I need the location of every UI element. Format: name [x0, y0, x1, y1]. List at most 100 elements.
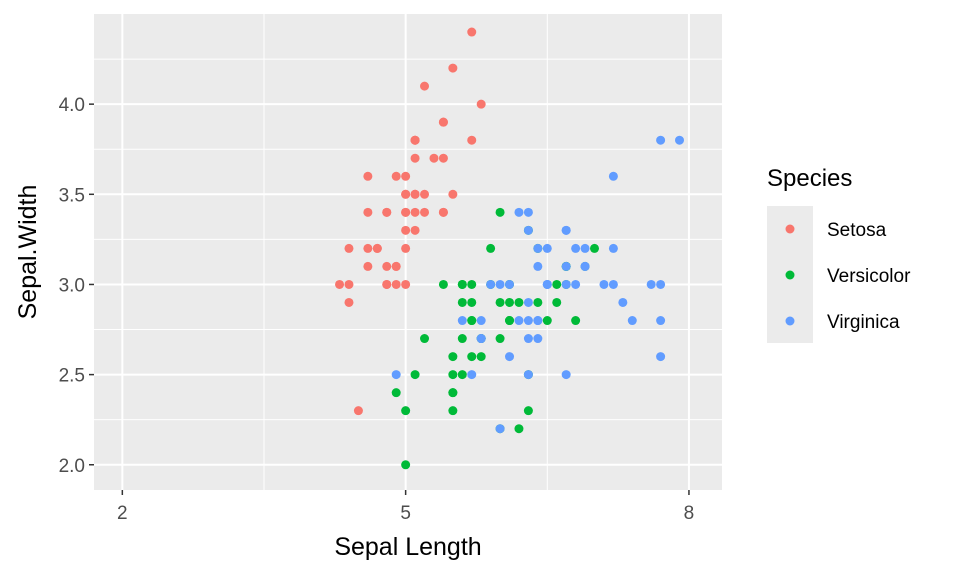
data-points	[335, 27, 685, 470]
legend-key-setosa	[785, 224, 795, 234]
data-point-virginica	[533, 261, 543, 271]
y-tick-label: 2.5	[59, 366, 85, 387]
data-point-versicolor	[495, 334, 505, 344]
data-point-virginica	[656, 135, 666, 145]
data-point-virginica	[514, 207, 524, 217]
legend: Species Setosa Versicolor Virginica	[767, 165, 911, 343]
data-point-setosa	[429, 153, 439, 163]
data-point-versicolor	[571, 316, 581, 326]
legend-key-virginica	[785, 316, 795, 326]
data-point-virginica	[580, 261, 590, 271]
y-axis-ticks: 2.0 2.5 3.0 3.5 4.0	[59, 95, 94, 477]
data-point-setosa	[401, 171, 411, 181]
data-point-versicolor	[438, 279, 448, 289]
data-point-setosa	[391, 261, 401, 271]
data-point-setosa	[363, 243, 373, 253]
data-point-versicolor	[533, 297, 543, 307]
data-point-setosa	[391, 279, 401, 289]
x-tick-label: 5	[400, 503, 411, 524]
data-point-versicolor	[401, 406, 411, 416]
data-point-virginica	[580, 243, 590, 253]
legend-label-setosa: Setosa	[827, 220, 887, 241]
data-point-setosa	[363, 171, 373, 181]
data-point-versicolor	[457, 297, 467, 307]
data-point-setosa	[382, 207, 392, 217]
data-point-versicolor	[514, 297, 524, 307]
data-point-setosa	[438, 153, 448, 163]
data-point-virginica	[476, 316, 486, 326]
data-point-virginica	[561, 370, 571, 380]
data-point-virginica	[618, 297, 628, 307]
data-point-setosa	[410, 189, 420, 199]
data-point-virginica	[523, 370, 533, 380]
data-point-setosa	[410, 135, 420, 145]
data-point-virginica	[523, 316, 533, 326]
data-point-setosa	[391, 171, 401, 181]
data-point-versicolor	[448, 352, 458, 362]
data-point-virginica	[533, 316, 543, 326]
data-point-virginica	[599, 279, 609, 289]
data-point-versicolor	[448, 388, 458, 398]
data-point-versicolor	[476, 352, 486, 362]
data-point-versicolor	[523, 406, 533, 416]
y-tick-label: 3.0	[59, 275, 85, 296]
data-point-setosa	[401, 225, 411, 235]
data-point-versicolor	[420, 334, 430, 344]
data-point-setosa	[467, 27, 477, 37]
y-tick-label: 3.5	[59, 185, 85, 206]
legend-label-versicolor: Versicolor	[827, 266, 911, 287]
data-point-versicolor	[467, 352, 477, 362]
data-point-versicolor	[448, 406, 458, 416]
legend-label-virginica: Virginica	[827, 312, 900, 333]
data-point-versicolor	[505, 316, 515, 326]
data-point-virginica	[646, 279, 656, 289]
x-axis-ticks: 2 5 8	[117, 490, 694, 524]
data-point-virginica	[561, 279, 571, 289]
data-point-versicolor	[495, 297, 505, 307]
data-point-virginica	[561, 225, 571, 235]
legend-items: Setosa Versicolor Virginica	[785, 220, 911, 333]
data-point-virginica	[523, 334, 533, 344]
data-point-setosa	[344, 279, 354, 289]
data-point-setosa	[382, 261, 392, 271]
data-point-setosa	[344, 297, 354, 307]
data-point-versicolor	[457, 370, 467, 380]
data-point-virginica	[505, 279, 515, 289]
data-point-setosa	[410, 225, 420, 235]
data-point-versicolor	[391, 388, 401, 398]
data-point-setosa	[448, 63, 458, 73]
data-point-virginica	[571, 243, 581, 253]
data-point-virginica	[467, 370, 477, 380]
data-point-virginica	[391, 370, 401, 380]
data-point-virginica	[514, 316, 524, 326]
data-point-versicolor	[457, 334, 467, 344]
data-point-setosa	[363, 261, 373, 271]
data-point-virginica	[656, 352, 666, 362]
data-point-virginica	[656, 279, 666, 289]
x-tick-label: 2	[117, 503, 128, 524]
data-point-versicolor	[448, 370, 458, 380]
legend-key-versicolor	[785, 270, 795, 280]
data-point-virginica	[542, 243, 552, 253]
data-point-versicolor	[410, 370, 420, 380]
data-point-virginica	[533, 334, 543, 344]
data-point-setosa	[401, 279, 411, 289]
data-point-virginica	[608, 279, 618, 289]
data-point-versicolor	[467, 279, 477, 289]
data-point-virginica	[457, 316, 467, 326]
data-point-versicolor	[552, 279, 562, 289]
data-point-virginica	[608, 243, 618, 253]
data-point-setosa	[476, 99, 486, 109]
data-point-virginica	[656, 316, 666, 326]
data-point-setosa	[382, 279, 392, 289]
data-point-setosa	[410, 207, 420, 217]
data-point-versicolor	[467, 297, 477, 307]
y-tick-label: 4.0	[59, 95, 85, 116]
data-point-versicolor	[495, 207, 505, 217]
data-point-virginica	[675, 135, 685, 145]
data-point-versicolor	[467, 316, 477, 326]
data-point-setosa	[438, 207, 448, 217]
data-point-versicolor	[514, 424, 524, 434]
data-point-setosa	[401, 243, 411, 253]
